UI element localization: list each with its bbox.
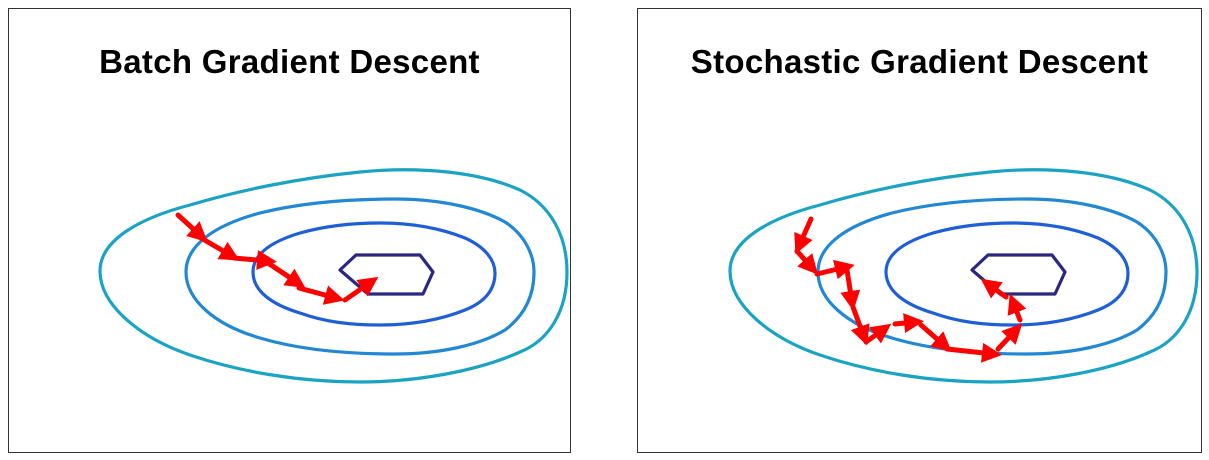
batch-gd-panel: Batch Gradient Descent — [8, 8, 571, 453]
sgd-title: Stochastic Gradient Descent — [690, 43, 1149, 80]
batch-gd-title: Batch Gradient Descent — [99, 43, 480, 80]
sgd-panel: Stochastic Gradient Descent — [637, 8, 1202, 453]
